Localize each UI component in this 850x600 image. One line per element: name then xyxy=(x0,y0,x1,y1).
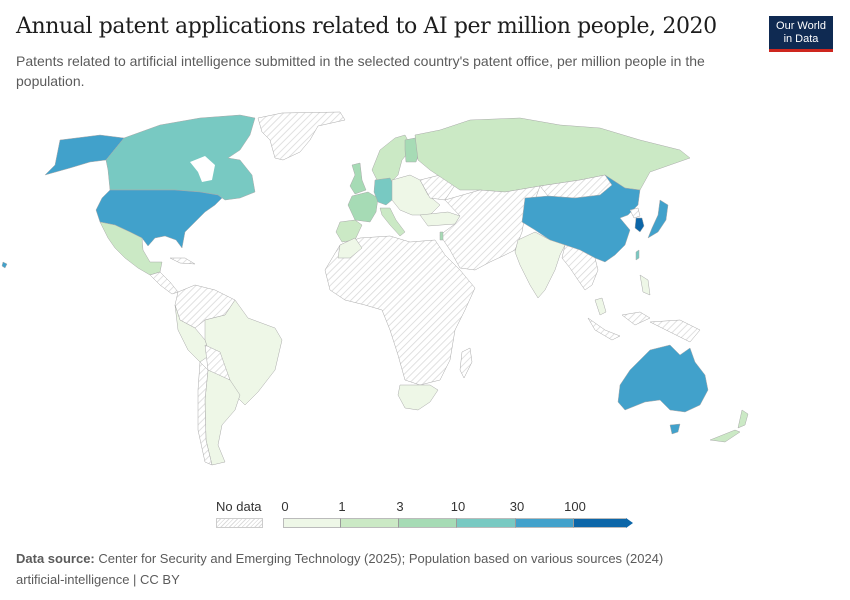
region-middle-east-central-asia[interactable] xyxy=(439,185,541,271)
legend-arrow-icon xyxy=(626,518,633,528)
logo-line-2: in Data xyxy=(783,32,819,45)
country-usa-alaska[interactable] xyxy=(44,134,125,176)
legend-bin-3-10[interactable] xyxy=(399,518,457,528)
country-canada[interactable] xyxy=(105,114,256,201)
region-central-america[interactable] xyxy=(149,271,179,295)
country-israel[interactable] xyxy=(439,231,444,241)
legend-no-data-swatch[interactable] xyxy=(216,518,263,528)
chart-subtitle: Patents related to artificial intelligen… xyxy=(16,53,705,89)
country-philippines[interactable] xyxy=(639,274,651,296)
country-taiwan[interactable] xyxy=(635,249,640,261)
country-australia-tasmania[interactable] xyxy=(669,423,681,435)
color-legend: No data 0 1 3 10 30 100 xyxy=(0,495,850,535)
legend-tick-30: 30 xyxy=(509,499,525,514)
country-india[interactable] xyxy=(514,231,566,299)
country-mexico[interactable] xyxy=(99,221,163,276)
country-italy[interactable] xyxy=(379,207,406,237)
region-africa[interactable] xyxy=(324,235,476,386)
legend-bin-0-1[interactable] xyxy=(283,518,341,528)
legend-tick-3: 3 xyxy=(396,499,404,514)
country-south-korea[interactable] xyxy=(634,217,645,233)
country-malaysia[interactable] xyxy=(594,297,607,316)
country-morocco[interactable] xyxy=(337,237,363,259)
data-source-label: Data source: xyxy=(16,551,95,566)
country-japan[interactable] xyxy=(647,199,669,239)
legend-bins xyxy=(283,518,633,528)
legend-no-data-label: No data xyxy=(216,499,262,514)
chart-title: Annual patent applications related to AI… xyxy=(16,14,717,39)
owid-logo[interactable]: Our World in Data xyxy=(769,16,833,52)
country-russia[interactable] xyxy=(414,117,691,193)
country-new-zealand[interactable] xyxy=(709,409,749,443)
country-australia[interactable] xyxy=(617,344,709,413)
data-source-text: Center for Security and Emerging Technol… xyxy=(98,551,664,566)
country-united-kingdom[interactable] xyxy=(349,162,367,195)
legend-tick-100: 100 xyxy=(564,499,586,514)
legend-bin-1-3[interactable] xyxy=(341,518,399,528)
country-greenland[interactable] xyxy=(257,111,346,161)
legend-tick-10: 10 xyxy=(450,499,466,514)
country-chile[interactable] xyxy=(197,361,213,466)
data-source-line: Data source: Center for Security and Eme… xyxy=(16,548,663,569)
legend-bin-30-100[interactable] xyxy=(516,518,574,528)
world-map xyxy=(1,111,749,466)
country-usa-hawaii[interactable] xyxy=(1,261,8,269)
region-southeast-asia[interactable] xyxy=(561,244,599,291)
country-ukraine[interactable] xyxy=(419,174,456,201)
license-line[interactable]: artificial-intelligence | CC BY xyxy=(16,572,180,587)
country-indonesia[interactable] xyxy=(587,311,701,343)
chart-footer: Data source: Center for Security and Eme… xyxy=(16,548,663,590)
country-south-africa[interactable] xyxy=(397,384,439,411)
country-cuba[interactable] xyxy=(169,257,196,265)
legend-bin-10-30[interactable] xyxy=(457,518,516,528)
legend-tick-1: 1 xyxy=(338,499,346,514)
country-germany[interactable] xyxy=(373,177,397,206)
country-france[interactable] xyxy=(347,191,379,223)
region-eastern-europe[interactable] xyxy=(391,174,441,216)
legend-bin-100-plus[interactable] xyxy=(574,518,626,528)
country-north-korea[interactable] xyxy=(629,207,641,219)
legend-tick-0: 0 xyxy=(281,499,289,514)
country-madagascar[interactable] xyxy=(459,347,473,379)
logo-line-1: Our World xyxy=(776,20,826,32)
